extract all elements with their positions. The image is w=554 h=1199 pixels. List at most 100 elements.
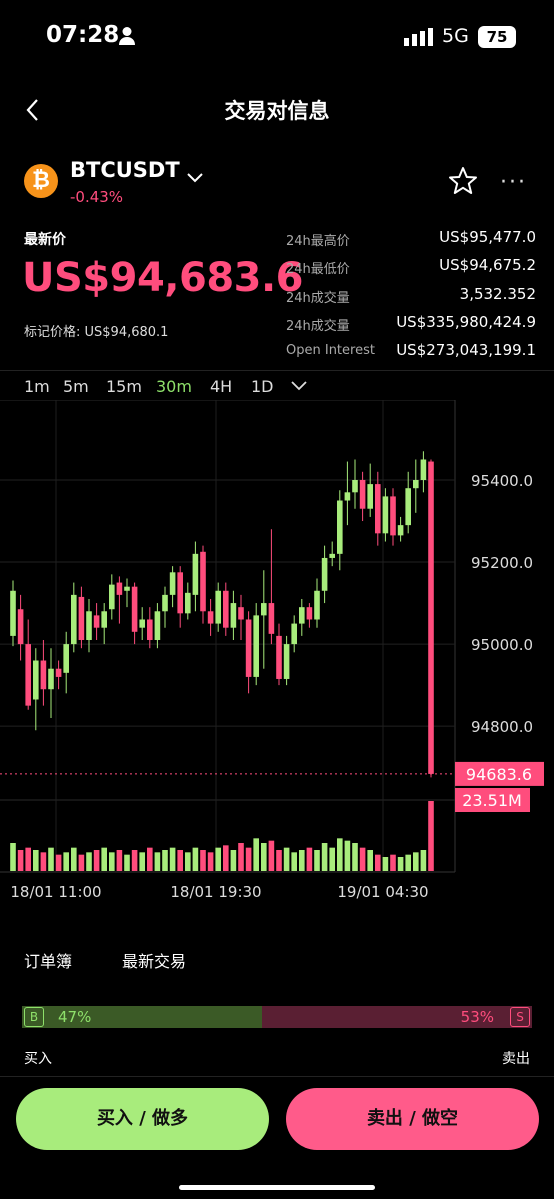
volume-bar <box>78 854 85 871</box>
divider <box>0 1076 554 1077</box>
pair-symbol[interactable]: BTCUSDT <box>70 158 180 182</box>
candle <box>93 603 100 640</box>
stat-open-interest: Open Interest US$273,043,199.1 <box>286 341 536 363</box>
candle <box>375 471 381 546</box>
candle <box>55 660 62 690</box>
volume-bar <box>124 854 130 871</box>
y-tick-label: 94800.0 <box>471 718 533 736</box>
candle <box>223 582 229 636</box>
candle <box>17 594 24 661</box>
volume-bar <box>329 847 335 871</box>
candle <box>291 615 297 653</box>
timeframe-1d[interactable]: 1D <box>251 377 274 396</box>
volume-bar <box>299 850 305 871</box>
volume-bar <box>261 843 267 871</box>
volume-bar <box>200 850 206 871</box>
candle <box>101 603 107 645</box>
stat-value: US$273,043,199.1 <box>396 341 536 359</box>
star-favorite-icon[interactable] <box>448 166 478 196</box>
volume-bar <box>215 847 221 871</box>
tab-recent-trades[interactable]: 最新交易 <box>122 952 187 971</box>
tab-orderbook[interactable]: 订单簿 <box>24 952 73 971</box>
candle <box>261 570 267 669</box>
volume-bar <box>207 852 214 871</box>
page-title: 交易对信息 <box>224 99 330 123</box>
home-indicator[interactable] <box>179 1185 375 1190</box>
volume-bar <box>291 852 297 871</box>
volume-bar <box>321 843 328 871</box>
candle <box>405 471 411 534</box>
volume-bar <box>390 854 396 871</box>
candle <box>306 603 313 628</box>
volume-bar <box>253 838 259 871</box>
candle <box>230 590 237 640</box>
volume-bar <box>63 852 69 871</box>
stat-label: 24h最高价 <box>286 234 350 249</box>
candle <box>116 576 123 624</box>
timeframe-bar <box>0 370 554 402</box>
candle <box>321 545 328 604</box>
volume-bar <box>17 850 24 871</box>
volume-bar <box>283 847 290 871</box>
candle <box>147 607 153 649</box>
candle <box>40 640 47 706</box>
candle <box>245 611 252 694</box>
candle <box>352 459 358 509</box>
candle <box>162 586 168 628</box>
candle <box>397 516 404 542</box>
volume-bar <box>405 854 411 871</box>
sell-side-label: 卖出 <box>502 1051 530 1067</box>
timeframe-4h[interactable]: 4H <box>210 377 233 396</box>
volume-bar <box>162 850 168 871</box>
candle <box>200 545 206 624</box>
stat-label: 24h成交量 <box>286 319 350 334</box>
mark-price: 标记价格: US$94,680.1 <box>24 325 169 340</box>
pair-change: -0.43% <box>70 188 124 206</box>
latest-price: US$94,683.6 <box>22 255 304 301</box>
candlestick-chart[interactable]: 95400.0 95200.0 95000.0 94800.0 18/01 11:00… <box>0 400 554 910</box>
volume-bar <box>25 847 31 871</box>
candle <box>268 529 275 645</box>
more-options-icon[interactable]: ··· <box>500 170 527 195</box>
sell-tag: S <box>510 1007 530 1027</box>
timeframe-1m[interactable]: 1m <box>24 377 50 396</box>
x-tick-label: 18/01 11:00 <box>10 883 101 901</box>
timeframe-15m[interactable]: 15m <box>106 377 142 396</box>
stat-24h-low: 24h最低价 US$94,675.2 <box>286 256 536 278</box>
buy-tag: B <box>24 1007 44 1027</box>
chevron-down-icon[interactable] <box>186 172 204 184</box>
volume-bar <box>382 857 389 871</box>
candle <box>329 541 335 567</box>
volume-bar <box>344 840 351 871</box>
candle <box>78 586 85 649</box>
candle <box>413 459 419 513</box>
volume-bar <box>230 850 237 871</box>
status-bar: 07:28 5G 75 <box>0 0 554 76</box>
stat-24h-volume-base: 24h成交量 3,532.352 <box>286 285 536 307</box>
candle <box>131 582 138 645</box>
stat-value: US$95,477.0 <box>439 228 536 246</box>
volume-bar <box>131 850 138 871</box>
back-arrow-icon[interactable] <box>22 96 44 124</box>
chevron-down-icon[interactable] <box>291 381 307 391</box>
sell-short-button[interactable]: 卖出 / 做空 <box>286 1088 539 1150</box>
volume-bar <box>238 843 244 871</box>
buy-long-button[interactable]: 买入 / 做多 <box>16 1088 269 1150</box>
volume-bar <box>185 852 191 871</box>
candle <box>428 459 434 778</box>
candle <box>154 603 161 649</box>
candle <box>337 490 343 571</box>
candle <box>314 578 320 628</box>
volume-bar <box>420 850 427 871</box>
candle <box>169 566 176 608</box>
stat-value: 3,532.352 <box>459 285 536 303</box>
timeframe-30m[interactable]: 30m <box>156 377 192 396</box>
volume-bar <box>154 852 161 871</box>
volume-bar <box>337 838 343 871</box>
candle <box>192 541 199 612</box>
stat-label: Open Interest <box>286 343 375 358</box>
battery-icon: 75 <box>478 26 516 48</box>
timeframe-5m[interactable]: 5m <box>63 377 89 396</box>
volume-bar <box>192 847 199 871</box>
candle <box>215 582 221 632</box>
